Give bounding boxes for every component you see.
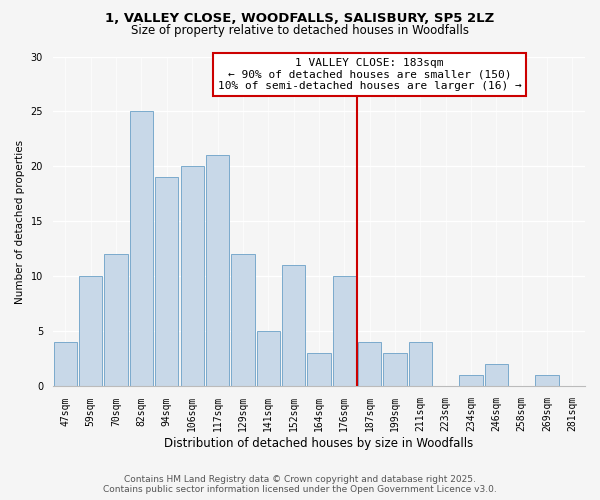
Text: Contains HM Land Registry data © Crown copyright and database right 2025.
Contai: Contains HM Land Registry data © Crown c… — [103, 474, 497, 494]
X-axis label: Distribution of detached houses by size in Woodfalls: Distribution of detached houses by size … — [164, 437, 473, 450]
Bar — [383, 354, 407, 386]
Bar — [358, 342, 381, 386]
Bar — [459, 376, 482, 386]
Bar — [181, 166, 204, 386]
Bar — [257, 332, 280, 386]
Bar — [535, 376, 559, 386]
Bar — [104, 254, 128, 386]
Bar — [282, 266, 305, 386]
Bar — [485, 364, 508, 386]
Bar — [130, 112, 153, 386]
Bar — [206, 156, 229, 386]
Y-axis label: Number of detached properties: Number of detached properties — [15, 140, 25, 304]
Text: 1, VALLEY CLOSE, WOODFALLS, SALISBURY, SP5 2LZ: 1, VALLEY CLOSE, WOODFALLS, SALISBURY, S… — [106, 12, 494, 26]
Text: 1 VALLEY CLOSE: 183sqm
← 90% of detached houses are smaller (150)
10% of semi-de: 1 VALLEY CLOSE: 183sqm ← 90% of detached… — [218, 58, 521, 92]
Bar — [231, 254, 254, 386]
Bar — [409, 342, 432, 386]
Bar — [79, 276, 103, 386]
Bar — [307, 354, 331, 386]
Bar — [54, 342, 77, 386]
Bar — [332, 276, 356, 386]
Text: Size of property relative to detached houses in Woodfalls: Size of property relative to detached ho… — [131, 24, 469, 37]
Bar — [155, 178, 178, 386]
